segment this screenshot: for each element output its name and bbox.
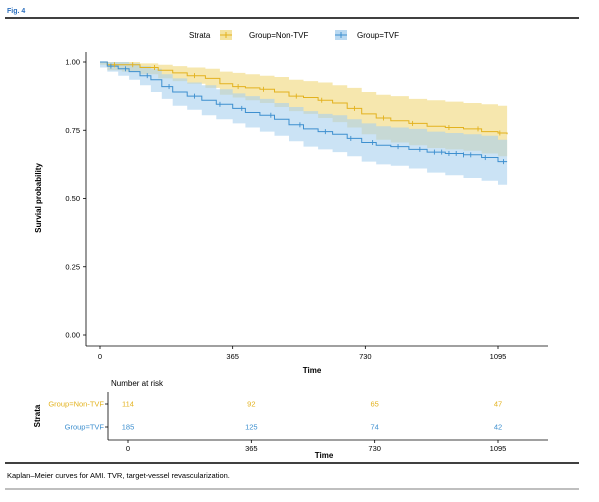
risk-row-label-non-tvf: Group=Non-TVF bbox=[48, 400, 104, 409]
y-ticks: 0.00 0.25 0.50 0.75 1.00 bbox=[65, 58, 86, 340]
risk-row-label-tvf: Group=TVF bbox=[65, 423, 105, 432]
survival-curves bbox=[100, 61, 508, 163]
risk-x-tick-label: 0 bbox=[126, 444, 130, 453]
risk-x-tick-label: 730 bbox=[368, 444, 381, 453]
risk-cell-tvf: 185 bbox=[122, 423, 135, 432]
y-tick-label: 1.00 bbox=[65, 58, 80, 67]
risk-y-axis-title: Strata bbox=[33, 404, 42, 427]
risk-cell-tvf: 42 bbox=[494, 423, 502, 432]
x-tick-label: 365 bbox=[226, 352, 239, 361]
survival-line-tvf bbox=[100, 61, 508, 163]
survival-line-non-tvf bbox=[100, 61, 508, 135]
figure-caption: Kaplan–Meier curves for AMI. TVR, target… bbox=[7, 471, 230, 480]
risk-table-title: Number at risk bbox=[111, 379, 164, 388]
risk-cell-non-tvf: 114 bbox=[122, 400, 134, 409]
x-tick-label: 1095 bbox=[490, 352, 507, 361]
risk-cell-non-tvf: 65 bbox=[370, 400, 378, 409]
risk-table: Number at risk Strata Group=Non-TVF 114 92… bbox=[33, 379, 548, 460]
legend-entry-tvf: Group=TVF bbox=[335, 30, 399, 40]
risk-x-tick-label: 365 bbox=[245, 444, 258, 453]
confidence-bands bbox=[100, 62, 508, 185]
figure-label: Fig. 4 bbox=[7, 8, 25, 15]
risk-x-ticks: 0 365 730 1095 bbox=[126, 440, 506, 453]
legend-label-tvf: Group=TVF bbox=[357, 31, 399, 40]
y-tick-label: 0.75 bbox=[65, 126, 80, 135]
legend-entry-non-tvf: Group=Non-TVF bbox=[220, 30, 308, 40]
x-tick-label: 730 bbox=[359, 352, 372, 361]
censor-marks bbox=[110, 62, 504, 165]
risk-x-tick-label: 1095 bbox=[490, 444, 507, 453]
x-ticks: 0 365 730 1095 bbox=[98, 346, 506, 361]
x-tick-label: 0 bbox=[98, 352, 102, 361]
y-tick-label: 0.00 bbox=[65, 331, 80, 340]
survival-plot: 0.00 0.25 0.50 0.75 1.00 0 365 730 1095 Time Su… bbox=[34, 52, 548, 375]
x-axis-title: Time bbox=[303, 366, 322, 375]
risk-x-axis-title: Time bbox=[315, 451, 334, 460]
y-tick-label: 0.25 bbox=[65, 262, 80, 271]
risk-cell-tvf: 74 bbox=[370, 423, 378, 432]
risk-cell-tvf: 125 bbox=[245, 423, 258, 432]
risk-rows: Group=Non-TVF 114 92 65 47 Group=TVF 185 125 74 4… bbox=[48, 400, 502, 432]
risk-cell-non-tvf: 92 bbox=[247, 400, 255, 409]
legend-title: Strata bbox=[189, 31, 211, 40]
y-axis-title: Survial probability bbox=[34, 163, 43, 233]
y-tick-label: 0.50 bbox=[65, 194, 80, 203]
legend-label-non-tvf: Group=Non-TVF bbox=[249, 31, 308, 40]
risk-cell-non-tvf: 47 bbox=[494, 400, 502, 409]
ci-band-tvf bbox=[100, 62, 508, 185]
legend: Strata Group=Non-TVF Group=TVF bbox=[189, 30, 399, 40]
